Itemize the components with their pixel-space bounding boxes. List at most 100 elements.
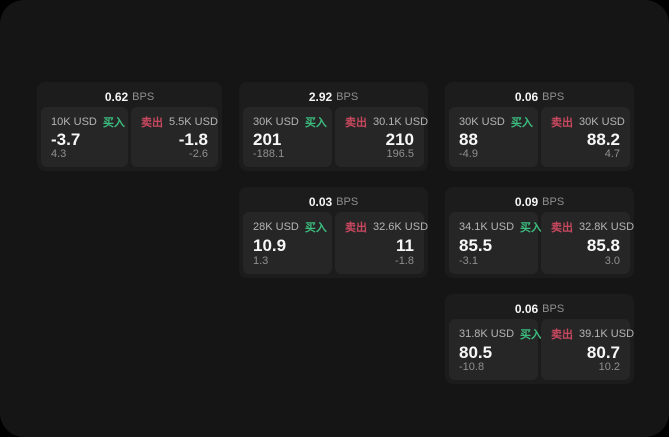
quote-card: 0.09 BPS 34.1K USD 买入 85.5 -3.1 卖出 32.8K… [445, 187, 634, 278]
sell-tile-header: 卖出 30K USD [551, 114, 625, 130]
buy-tile-header: 30K USD 买入 [459, 114, 533, 130]
buy-quote-tile[interactable]: 30K USD 买入 201 -188.1 [243, 107, 332, 167]
buy-price: 85.5 [459, 236, 493, 255]
bps-unit-label: BPS [132, 90, 155, 103]
buy-side-label: 买入 [102, 117, 125, 129]
sell-sub-value: 4.7 [604, 148, 620, 160]
buy-price: -3.7 [51, 130, 81, 149]
sell-side-label: 卖出 [141, 117, 163, 129]
buy-side-label: 买入 [520, 329, 543, 341]
sell-quote-tile[interactable]: 卖出 32.8K USD 85.8 3.0 [541, 212, 634, 274]
sell-sub-value: -2.6 [189, 148, 208, 160]
buy-quote-tile[interactable]: 28K USD 买入 10.9 1.3 [243, 212, 332, 274]
sell-price: -1.8 [178, 130, 208, 149]
card-header: 0.06 BPS [449, 86, 630, 107]
sell-tile-header: 卖出 39.1K USD [551, 326, 634, 342]
buy-tile-header: 31.8K USD 买入 [459, 326, 542, 342]
bps-unit-label: BPS [542, 90, 565, 103]
sell-tile-header: 卖出 5.5K USD [141, 114, 218, 130]
buy-tile-header: 10K USD 买入 [51, 114, 125, 130]
buy-tile-header: 34.1K USD 买入 [459, 219, 542, 235]
sell-amount: 32.8K USD [579, 221, 635, 233]
sell-price: 11 [396, 236, 414, 255]
buy-side-label: 买入 [520, 222, 543, 234]
buy-quote-tile[interactable]: 30K USD 买入 88 -4.9 [449, 107, 538, 167]
buy-amount: 28K USD [253, 221, 299, 233]
sell-side-label: 卖出 [551, 329, 573, 341]
quote-panels: 10K USD 买入 -3.7 4.3 卖出 5.5K USD -1.8 -2.… [41, 107, 218, 167]
buy-side-label: 买入 [510, 117, 533, 129]
sell-sub-value: 196.5 [386, 148, 414, 160]
buy-quote-tile[interactable]: 31.8K USD 买入 80.5 -10.8 [449, 319, 542, 380]
buy-quote-tile[interactable]: 34.1K USD 买入 85.5 -3.1 [449, 212, 542, 274]
sell-price: 88.2 [586, 130, 620, 149]
buy-tile-header: 28K USD 买入 [253, 219, 327, 235]
sell-price: 210 [385, 130, 414, 149]
sell-tile-header: 卖出 32.6K USD [345, 219, 428, 235]
buy-sub-value: -3.1 [459, 255, 478, 267]
bps-value: 2.92 [308, 89, 333, 104]
buy-price: 201 [253, 130, 282, 149]
buy-amount: 10K USD [51, 116, 97, 128]
sell-side-label: 卖出 [551, 222, 573, 234]
quote-panels: 30K USD 买入 88 -4.9 卖出 30K USD 88.2 4.7 [449, 107, 630, 167]
quote-card: 0.03 BPS 28K USD 买入 10.9 1.3 卖出 32.6K US… [239, 187, 428, 278]
sell-amount: 39.1K USD [579, 328, 635, 340]
sell-price: 80.7 [586, 342, 620, 362]
buy-tile-header: 30K USD 买入 [253, 114, 327, 130]
bps-unit-label: BPS [542, 195, 565, 208]
bps-unit-label: BPS [336, 195, 359, 208]
buy-sub-value: -10.8 [459, 361, 485, 373]
sell-side-label: 卖出 [345, 222, 367, 234]
sell-amount: 32.6K USD [373, 221, 429, 233]
quote-panels: 30K USD 买入 201 -188.1 卖出 30.1K USD 210 1… [243, 107, 428, 167]
quote-card: 0.06 BPS 31.8K USD 买入 80.5 -10.8 卖出 39.1… [445, 294, 634, 384]
sell-quote-tile[interactable]: 卖出 39.1K USD 80.7 10.2 [541, 319, 634, 380]
buy-price: 10.9 [253, 236, 287, 255]
sell-sub-value: 10.2 [598, 361, 620, 373]
sell-tile-header: 卖出 32.8K USD [551, 219, 634, 235]
card-header: 0.09 BPS [449, 191, 630, 212]
buy-amount: 30K USD [459, 116, 505, 128]
sell-price: 85.8 [586, 236, 620, 255]
bps-value: 0.06 [514, 89, 539, 104]
sell-side-label: 卖出 [551, 117, 573, 129]
buy-sub-value: -188.1 [253, 148, 285, 160]
bps-unit-label: BPS [336, 90, 359, 103]
sell-amount: 5.5K USD [169, 116, 218, 128]
sell-quote-tile[interactable]: 卖出 32.6K USD 11 -1.8 [335, 212, 428, 274]
buy-amount: 30K USD [253, 116, 299, 128]
quote-panels: 34.1K USD 买入 85.5 -3.1 卖出 32.8K USD 85.8… [449, 212, 634, 274]
buy-price: 88 [459, 130, 478, 149]
quote-panels: 31.8K USD 买入 80.5 -10.8 卖出 39.1K USD 80.… [449, 319, 634, 380]
buy-amount: 34.1K USD [459, 221, 515, 233]
sell-amount: 30.1K USD [373, 116, 429, 128]
sell-side-label: 卖出 [345, 117, 367, 129]
sell-tile-header: 卖出 30.1K USD [345, 114, 428, 130]
bps-value: 0.62 [104, 89, 129, 104]
bps-value: 0.06 [514, 301, 539, 316]
sell-sub-value: -1.8 [395, 255, 414, 267]
card-header: 0.06 BPS [449, 298, 630, 319]
quote-panels: 28K USD 买入 10.9 1.3 卖出 32.6K USD 11 -1.8 [243, 212, 428, 274]
buy-sub-value: 1.3 [253, 255, 269, 267]
buy-side-label: 买入 [304, 222, 327, 234]
card-header: 0.03 BPS [243, 191, 424, 212]
buy-sub-value: 4.3 [51, 148, 67, 160]
sell-sub-value: 3.0 [604, 255, 620, 267]
cards-grid: 0.62 BPS 10K USD 买入 -3.7 4.3 卖出 5.5K USD… [37, 82, 634, 384]
buy-quote-tile[interactable]: 10K USD 买入 -3.7 4.3 [41, 107, 128, 167]
sell-quote-tile[interactable]: 卖出 30K USD 88.2 4.7 [541, 107, 630, 167]
bps-value: 0.09 [514, 194, 539, 209]
buy-amount: 31.8K USD [459, 328, 515, 340]
sell-amount: 30K USD [579, 116, 625, 128]
card-header: 0.62 BPS [41, 86, 218, 107]
sell-quote-tile[interactable]: 卖出 5.5K USD -1.8 -2.6 [131, 107, 218, 167]
bps-value: 0.03 [308, 194, 333, 209]
sell-quote-tile[interactable]: 卖出 30.1K USD 210 196.5 [335, 107, 428, 167]
buy-sub-value: -4.9 [459, 148, 478, 160]
bps-unit-label: BPS [542, 302, 565, 315]
buy-side-label: 买入 [304, 117, 327, 129]
